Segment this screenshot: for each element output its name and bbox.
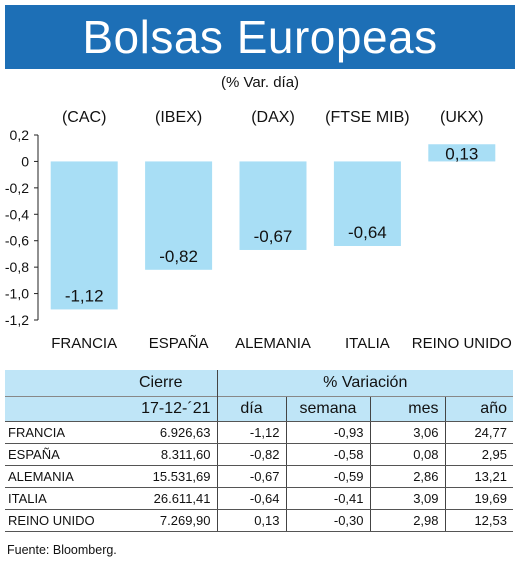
category-label: FRANCIA	[51, 335, 117, 352]
y-tick-label: -0,8	[5, 259, 29, 275]
y-tick-label: -0,2	[5, 180, 29, 196]
header-blank	[5, 370, 105, 397]
header-ano: año	[444, 396, 513, 422]
category-label: ESPAÑA	[149, 335, 209, 352]
bar	[333, 161, 401, 246]
cell-mes: 0,08	[369, 443, 445, 466]
cell-semana: -0,59	[285, 465, 370, 488]
index-label: (DAX)	[251, 109, 295, 126]
table-row: ALEMANIA 15.531,69 -0,67 -0,59 2,86 13,2…	[5, 465, 513, 488]
cell-mes: 2,98	[369, 509, 445, 532]
cell-dia: 0,13	[216, 509, 286, 532]
cell-mes: 3,09	[369, 487, 445, 510]
bar-chart: 0,2 0 -0,2 -0,4 -0,6 -0,8 -1,0 -1,2 -1,12 (CAC) FR…	[5, 109, 512, 352]
cell-cierre: 6.926,63	[105, 421, 217, 444]
category-label: ALEMANIA	[235, 335, 311, 352]
y-tick-label: -0,4	[5, 206, 29, 222]
cell-cierre: 15.531,69	[105, 465, 217, 488]
source-note: Fuente: Bloomberg.	[7, 543, 117, 557]
data-label: -1,12	[65, 286, 104, 305]
row-name: ESPAÑA	[5, 443, 105, 466]
cell-cierre: 8.311,60	[105, 443, 217, 466]
header-semana: semana	[285, 396, 370, 422]
title-banner: Bolsas Europeas	[5, 5, 515, 69]
category-label: REINO UNIDO	[412, 335, 512, 352]
cell-semana: -0,58	[285, 443, 370, 466]
index-label: (UKX)	[440, 109, 484, 126]
bar	[145, 161, 213, 270]
bar	[50, 161, 118, 310]
cell-dia: -0,82	[216, 443, 286, 466]
cell-ano: 2,95	[444, 443, 513, 466]
index-label: (FTSE MIB)	[325, 109, 409, 126]
cell-semana: -0,93	[285, 421, 370, 444]
row-name: ITALIA	[5, 487, 105, 510]
cell-dia: -0,67	[216, 465, 286, 488]
y-tick-label: 0	[21, 153, 29, 169]
table-subheader-row: 17-12-´21 día semana mes año	[5, 396, 513, 422]
cell-semana: -0,30	[285, 509, 370, 532]
cell-ano: 12,53	[444, 509, 513, 532]
row-name: ALEMANIA	[5, 465, 105, 488]
cell-mes: 3,06	[369, 421, 445, 444]
bar	[428, 144, 496, 162]
data-label: 0,13	[445, 144, 478, 163]
data-label: -0,64	[348, 223, 387, 242]
page-title: Bolsas Europeas	[82, 11, 438, 63]
header-date: 17-12-´21	[105, 396, 217, 422]
y-tick-label: -1,2	[5, 312, 29, 328]
row-name: FRANCIA	[5, 421, 105, 444]
cell-dia: -0,64	[216, 487, 286, 510]
cell-dia: -1,12	[216, 421, 286, 444]
cell-mes: 2,86	[369, 465, 445, 488]
y-tick-label: -0,6	[5, 233, 29, 249]
y-tick-label: -1,0	[5, 286, 29, 302]
subheader-blank	[5, 396, 105, 422]
y-tick-label: 0,2	[10, 127, 30, 143]
bar	[239, 161, 307, 250]
cell-ano: 24,77	[444, 421, 513, 444]
category-label: ITALIA	[345, 335, 390, 352]
header-dia: día	[216, 396, 286, 422]
data-label: -0,67	[254, 227, 293, 246]
cell-cierre: 7.269,90	[105, 509, 217, 532]
table-row: FRANCIA 6.926,63 -1,12 -0,93 3,06 24,77	[5, 421, 513, 444]
markets-table: Cierre % Variación 17-12-´21 día semana …	[5, 370, 513, 532]
row-name: REINO UNIDO	[5, 509, 105, 532]
cell-ano: 13,21	[444, 465, 513, 488]
index-label: (CAC)	[62, 109, 106, 126]
cell-ano: 19,69	[444, 487, 513, 510]
header-mes: mes	[369, 396, 445, 422]
cell-cierre: 26.611,41	[105, 487, 217, 510]
cell-semana: -0,41	[285, 487, 370, 510]
header-cierre: Cierre	[105, 370, 217, 397]
header-variacion: % Variación	[216, 370, 513, 397]
table-row: ITALIA 26.611,41 -0,64 -0,41 3,09 19,69	[5, 487, 513, 510]
table-row: ESPAÑA 8.311,60 -0,82 -0,58 0,08 2,95	[5, 443, 513, 466]
data-label: -0,82	[159, 247, 198, 266]
chart-subtitle: (% Var. día)	[220, 74, 300, 91]
index-label: (IBEX)	[155, 109, 202, 126]
table-header-row: Cierre % Variación	[5, 370, 513, 397]
table-row: REINO UNIDO 7.269,90 0,13 -0,30 2,98 12,…	[5, 509, 513, 532]
